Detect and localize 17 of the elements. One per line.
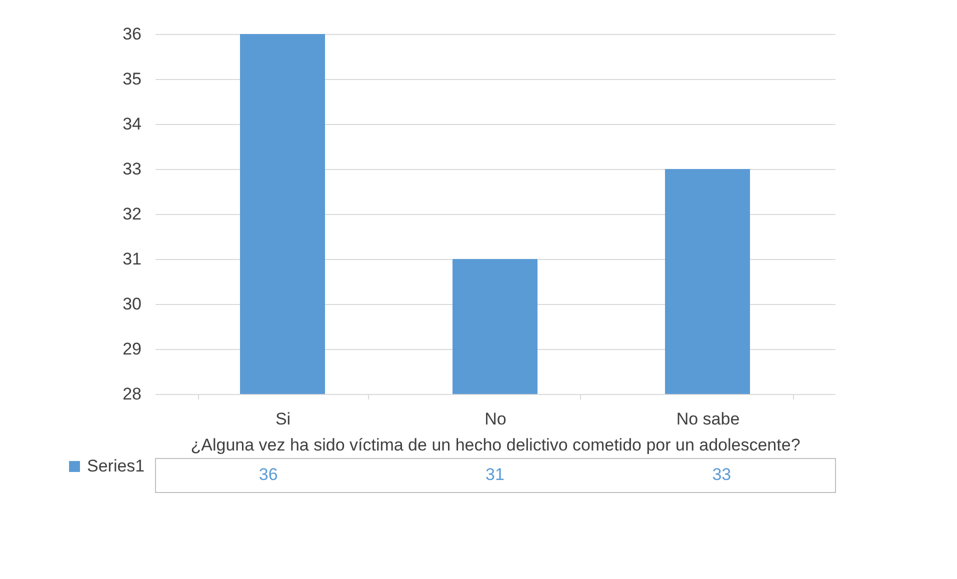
data-label: 36 [258, 465, 278, 484]
y-tick-label: 30 [122, 294, 142, 314]
y-tick-label: 34 [122, 114, 142, 134]
x-tick-label: No sabe [676, 410, 740, 428]
legend-label: Series1 [87, 456, 145, 476]
x-axis-title: ¿Alguna vez ha sido víctima de un hecho delictivo cometido por un adolescente? [190, 436, 800, 454]
y-tick-label: 28 [122, 384, 142, 404]
y-tick-label: 35 [122, 70, 142, 88]
data-label: 33 [712, 465, 732, 484]
y-tick-label: 31 [122, 250, 142, 268]
y-tick-label: 36 [122, 24, 142, 44]
x-tick-label: No [484, 410, 506, 428]
x-tick-label: Si [275, 410, 291, 428]
y-tick-label: 32 [122, 204, 142, 224]
y-tick-label: 33 [122, 160, 142, 178]
data-label: 31 [486, 465, 504, 484]
y-tick-label: 29 [122, 340, 142, 358]
